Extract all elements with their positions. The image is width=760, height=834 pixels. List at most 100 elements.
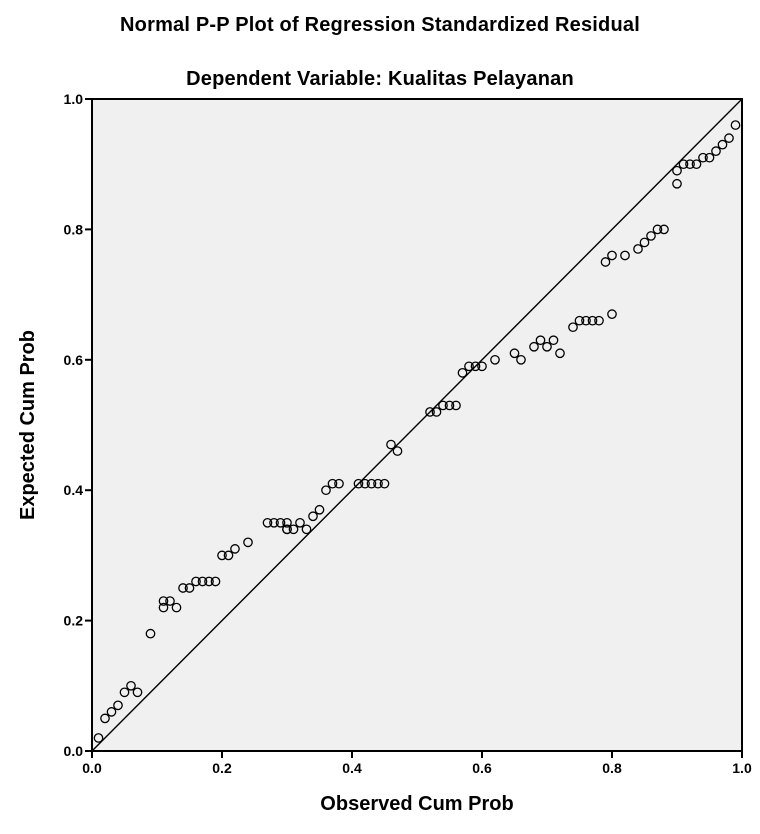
data-point: [301, 524, 312, 535]
data-point: [262, 517, 273, 528]
data-point: [366, 478, 377, 489]
x-tick-label: 0.8: [602, 760, 622, 776]
y-tick-label: 0.6: [64, 352, 84, 368]
data-point: [568, 322, 578, 333]
x-tick-label: 0.6: [472, 760, 492, 776]
data-point: [158, 596, 169, 606]
data-point: [581, 315, 591, 326]
data-point: [698, 152, 708, 163]
x-tick-label: 1.0: [732, 760, 752, 776]
data-point: [158, 602, 169, 613]
data-point: [633, 244, 643, 254]
y-tick-label: 0.2: [64, 613, 84, 629]
data-point: [145, 628, 156, 639]
data-point: [132, 687, 143, 698]
data-point: [373, 478, 383, 489]
data-point: [600, 257, 611, 267]
data-point: [620, 250, 630, 261]
y-axis-label: Expected Cum Prob: [17, 330, 39, 520]
data-point: [438, 400, 448, 411]
data-point: [529, 341, 539, 352]
data-point: [178, 583, 188, 593]
data-point: [282, 517, 292, 528]
data-point: [119, 687, 130, 698]
chart-subtitle: Dependent Variable: Kualitas Pelayanan: [186, 68, 574, 90]
data-point: [477, 361, 487, 372]
data-point: [197, 576, 208, 587]
data-point: [217, 550, 227, 561]
data-point: [548, 335, 559, 346]
data-point: [392, 446, 403, 456]
data-point: [542, 341, 552, 352]
data-point: [288, 524, 299, 535]
y-tick-label: 0.8: [64, 221, 84, 237]
data-point: [509, 348, 520, 359]
data-point: [210, 576, 221, 587]
data-point: [646, 231, 656, 241]
data-point: [314, 504, 325, 515]
data-point: [607, 309, 617, 320]
data-point: [451, 400, 461, 411]
x-axis-label: Observed Cum Prob: [320, 793, 513, 815]
data-point: [444, 400, 455, 411]
data-point: [379, 478, 390, 489]
data-point: [308, 511, 318, 522]
data-point: [652, 224, 663, 235]
data-point: [724, 133, 734, 143]
data-point: [678, 159, 689, 170]
data-point: [334, 478, 344, 489]
data-point: [431, 407, 442, 417]
data-point: [100, 713, 110, 724]
reference-line: [91, 98, 743, 752]
data-point: [243, 537, 253, 548]
data-point: [574, 315, 585, 326]
y-tick-label: 0.4: [64, 482, 84, 498]
data-point: [165, 596, 175, 606]
data-point: [516, 354, 526, 365]
data-point: [691, 159, 702, 170]
reference-line-group: [91, 98, 743, 752]
data-point: [464, 361, 474, 372]
data-point: [93, 733, 104, 743]
data-point: [386, 439, 396, 450]
y-tick-label: 0.0: [64, 743, 84, 759]
data-point: [327, 478, 338, 489]
data-point: [321, 485, 331, 496]
data-point: [269, 517, 279, 528]
data-point: [171, 602, 182, 613]
data-point: [711, 146, 721, 157]
data-point: [425, 407, 435, 417]
data-point: [295, 517, 305, 528]
data-point: [730, 120, 741, 130]
data-point: [659, 224, 669, 235]
data-point: [184, 583, 195, 593]
data-point: [223, 550, 234, 561]
points-group: [93, 120, 741, 743]
data-point: [275, 517, 286, 528]
data-point: [594, 315, 604, 326]
data-point: [587, 315, 598, 326]
data-point: [360, 478, 370, 489]
data-point: [230, 544, 240, 554]
data-point: [685, 159, 695, 170]
data-point: [672, 178, 682, 189]
x-tick-label: 0.0: [82, 760, 102, 776]
data-point: [717, 139, 728, 150]
data-point: [555, 348, 565, 359]
data-point: [535, 335, 546, 346]
data-point: [106, 707, 117, 717]
data-point: [457, 367, 468, 378]
x-tick-label: 0.4: [342, 760, 362, 776]
axes-group: 0.0 0.2 0.4 0.6 0.8 1.0 0.0 0.2 0.4 0.6 0.8 1.0: [64, 91, 752, 776]
data-point: [113, 700, 123, 711]
data-point: [191, 576, 201, 587]
data-point: [672, 165, 682, 176]
data-point: [704, 152, 715, 163]
y-tick-label: 1.0: [64, 91, 84, 107]
data-point: [204, 576, 214, 587]
data-point: [639, 237, 650, 248]
data-point: [353, 478, 364, 489]
chart-title: Normal P-P Plot of Regression Standardiz…: [120, 14, 640, 36]
data-point: [490, 354, 500, 365]
data-point: [282, 524, 292, 535]
